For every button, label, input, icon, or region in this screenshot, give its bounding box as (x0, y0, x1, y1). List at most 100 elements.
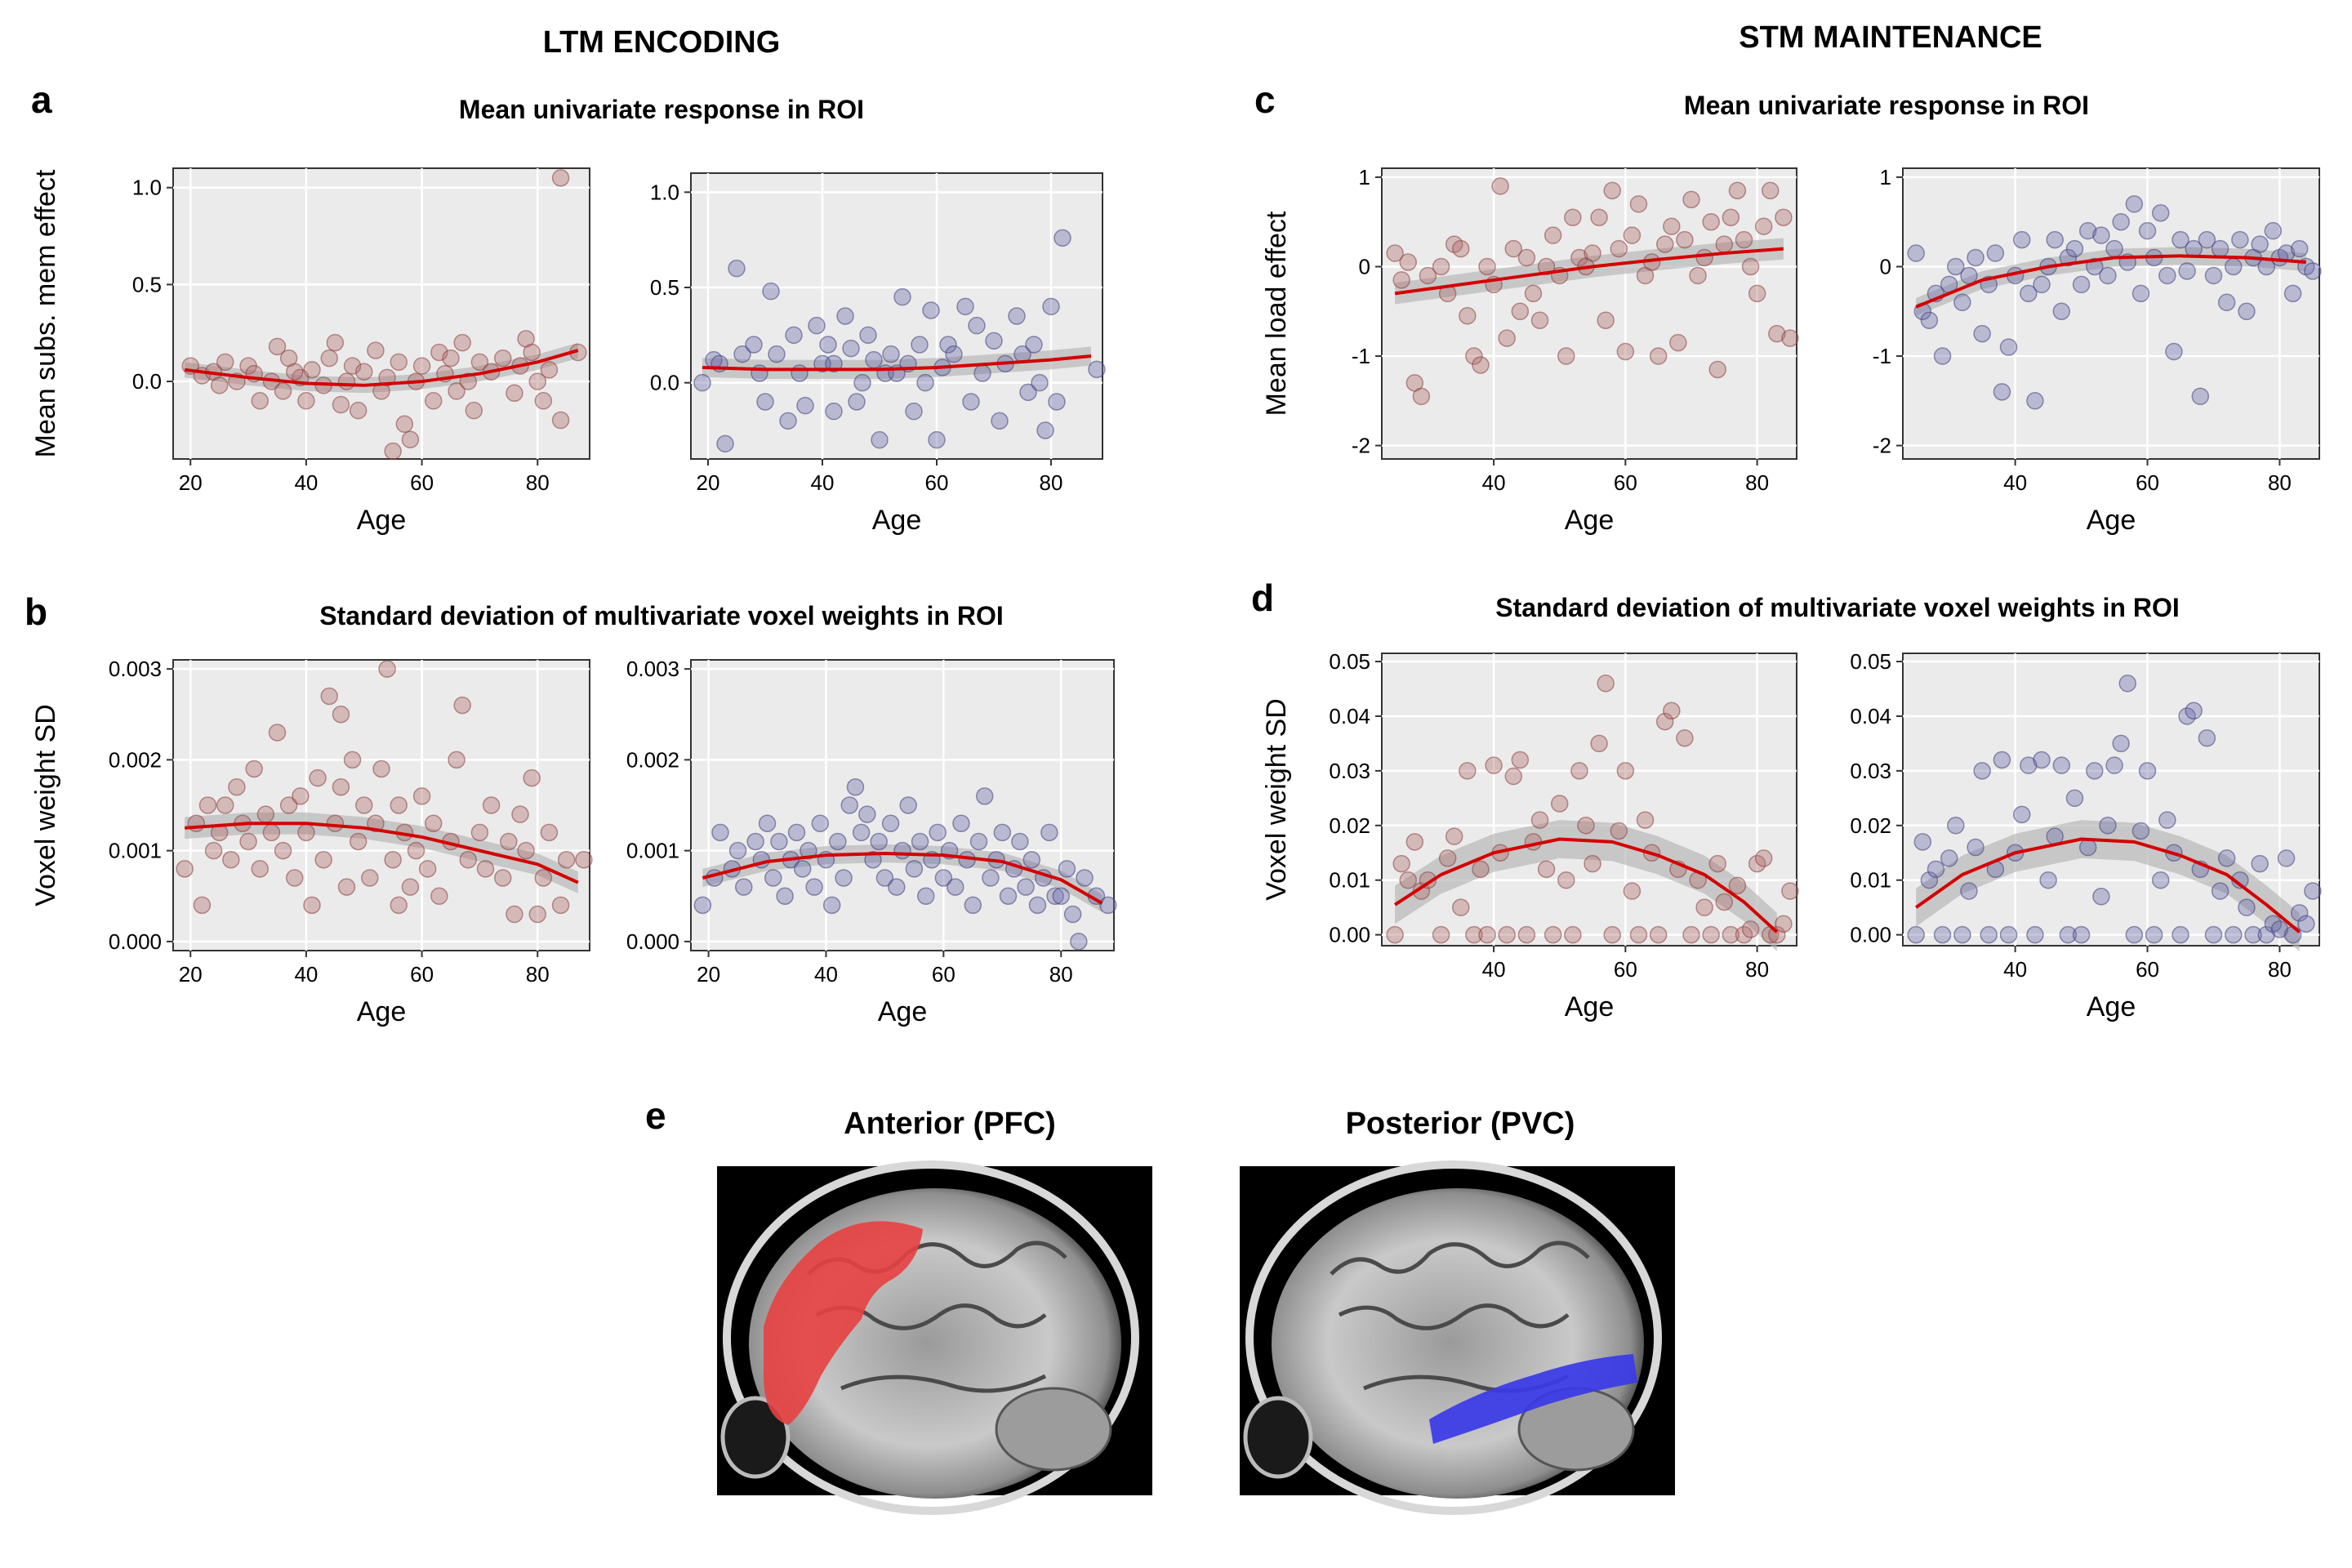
x-tick-label: 60 (1614, 957, 1637, 982)
x-tick-label: 20 (697, 470, 720, 495)
y-axis-label: Voxel weight SD (30, 704, 61, 906)
data-point (1445, 827, 1463, 845)
y-tick-label: 0.04 (1329, 704, 1370, 728)
data-point (1459, 762, 1477, 780)
heading-ltm-encoding: LTM ENCODING (543, 25, 781, 60)
data-point (808, 316, 826, 335)
data-point (945, 345, 963, 363)
brain-posterior-pvc-roi (1429, 1354, 1637, 1444)
data-point (1603, 181, 1621, 200)
fit-line (702, 851, 1103, 905)
data-point (1927, 860, 1945, 879)
data-point (430, 887, 448, 905)
x-tick-label: 60 (410, 962, 434, 987)
data-point (829, 832, 847, 851)
data-point (693, 373, 711, 392)
data-point (1907, 925, 1925, 944)
y-tick-label: 0.001 (626, 839, 679, 863)
data-point (875, 869, 894, 887)
chart-c-left: 40 60 80 -2 -1 0 1 Age Mean load effect (1261, 165, 1799, 536)
data-point (929, 823, 947, 842)
data-point (1768, 324, 1786, 343)
data-point (1754, 217, 1773, 235)
data-point (2078, 838, 2097, 857)
x-tick-label: 80 (1049, 962, 1073, 987)
data-point (1550, 795, 1569, 813)
data-point (758, 814, 777, 832)
data-point (448, 382, 466, 400)
chart-c-right: 40 60 80 -2 -1 0 1 Age (1873, 165, 2322, 536)
data-point (2033, 751, 2051, 769)
y-tick-label: 0.00 (1850, 923, 1891, 947)
data-point (343, 751, 362, 769)
data-point (384, 442, 402, 461)
data-point (517, 841, 535, 860)
data-point (297, 823, 315, 842)
data-point (279, 796, 298, 814)
data-point (1452, 898, 1470, 916)
data-point (888, 878, 906, 896)
data-point (1052, 887, 1070, 905)
chart-d-left: 40 60 80 0.00 0.01 0.02 0.03 0.04 0.05 Age Voxel w… (1261, 649, 1799, 1022)
data-point (819, 336, 837, 354)
data-point (1019, 383, 1037, 402)
data-point (905, 860, 924, 878)
data-point (1695, 898, 1713, 916)
data-point (378, 368, 396, 387)
data-point (811, 814, 830, 832)
data-point (770, 832, 788, 851)
data-point (459, 851, 477, 869)
data-point (1452, 239, 1470, 258)
data-point (2020, 284, 2038, 303)
chart-d-right: 40 60 80 0.00 0.01 0.02 0.03 0.04 0.05 Age (1850, 649, 2322, 1022)
data-point (193, 896, 212, 915)
data-point (2105, 756, 2123, 774)
data-point (2065, 239, 2084, 258)
data-point (1708, 360, 1726, 379)
data-point (733, 345, 751, 363)
data-point (2151, 204, 2170, 222)
y-tick-label: 0.000 (109, 929, 162, 954)
data-point (1438, 849, 1457, 867)
data-point (952, 814, 970, 832)
data-point (1708, 854, 1726, 873)
data-point (968, 316, 986, 335)
y-tick-label: 0.03 (1329, 759, 1370, 783)
data-point (858, 805, 876, 823)
data-point (846, 778, 865, 796)
data-point (1070, 933, 1088, 951)
x-axis-label: Age (878, 996, 928, 1027)
confidence-band (185, 812, 578, 893)
data-point (917, 887, 935, 905)
data-point (882, 345, 900, 363)
data-point (326, 814, 345, 832)
data-point (540, 823, 559, 842)
data-point (1498, 925, 1516, 944)
data-point (1530, 311, 1549, 329)
x-tick-label: 60 (1614, 470, 1637, 495)
data-point (853, 373, 871, 392)
y-axis-label: Mean load effect (1261, 211, 1292, 416)
data-point (2132, 284, 2150, 303)
data-point (332, 706, 350, 724)
data-point (2211, 239, 2230, 258)
y-axis-label: Voxel weight SD (1261, 698, 1292, 901)
data-point (1544, 925, 1562, 944)
data-point (390, 896, 408, 915)
data-point (864, 851, 882, 869)
x-tick-label: 80 (1745, 470, 1769, 495)
data-point (1623, 882, 1642, 900)
y-tick-label: 0.0 (650, 371, 679, 395)
data-point (825, 402, 843, 421)
y-tick-label: 0.02 (1329, 813, 1370, 838)
data-point (425, 392, 443, 410)
data-point (1610, 822, 1628, 840)
data-point (728, 259, 746, 278)
data-point (251, 860, 269, 878)
data-point (2145, 925, 2163, 944)
data-point (776, 887, 794, 905)
data-point (2257, 925, 2275, 944)
brain-anterior-pfc-roi (764, 1221, 923, 1425)
y-tick-label: 0.002 (109, 747, 162, 772)
